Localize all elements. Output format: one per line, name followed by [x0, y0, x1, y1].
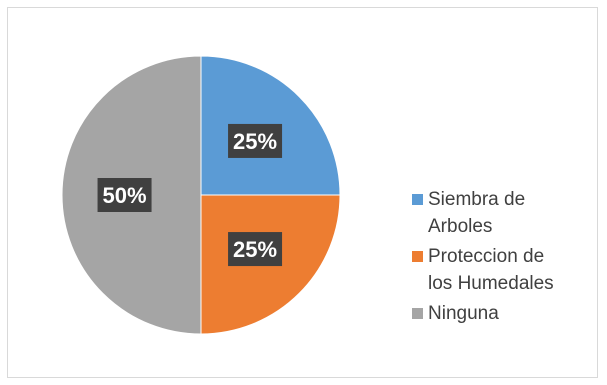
- legend-swatch: [412, 251, 423, 262]
- legend-swatch: [412, 194, 423, 205]
- pie-chart: 25% 25% 50%: [61, 55, 341, 335]
- data-label-box-proteccion-de-los-humedales: [228, 232, 283, 267]
- legend-label: Siembra de Arboles: [428, 189, 526, 237]
- data-label-proteccion-de-los-humedales: 25%: [233, 237, 277, 262]
- legend-label: Proteccion de los Humedales: [428, 246, 554, 294]
- chart-area: 25% 25% 50% Siembra de Arboles Proteccion …: [7, 7, 598, 378]
- legend: Siembra de Arboles Proteccion de los Hum…: [394, 175, 586, 363]
- legend-label: Ninguna: [428, 303, 499, 324]
- data-label-ninguna: 50%: [103, 183, 147, 208]
- legend-swatch: [412, 308, 423, 319]
- data-label-siembra-de-arboles: 25%: [233, 129, 277, 154]
- data-label-box-siembra-de-arboles: [228, 123, 283, 158]
- data-label-box-ninguna: [97, 178, 152, 212]
